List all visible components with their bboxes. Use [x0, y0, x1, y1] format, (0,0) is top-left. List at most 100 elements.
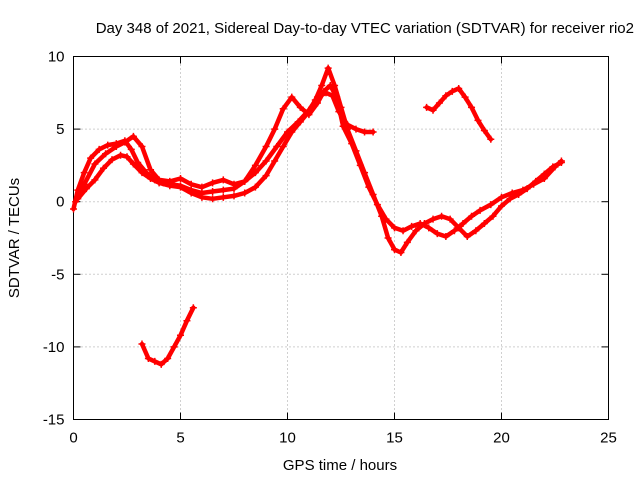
data-point	[219, 193, 227, 201]
data-point	[318, 82, 326, 90]
x-axis-label: GPS time / hours	[283, 457, 397, 474]
data-point	[284, 128, 291, 136]
data-point	[468, 103, 476, 111]
data-point	[70, 205, 77, 213]
data-point	[450, 227, 458, 235]
data-point	[487, 201, 495, 209]
data-point	[455, 224, 463, 232]
data-point	[480, 127, 488, 135]
data-point	[251, 183, 259, 191]
data-point	[429, 215, 437, 223]
data-point	[230, 180, 238, 188]
data-point	[343, 121, 351, 129]
data-point	[468, 212, 476, 220]
data-point	[461, 93, 469, 101]
data-point	[151, 357, 159, 365]
data-point	[138, 340, 146, 348]
data-point	[262, 172, 270, 180]
data-point	[361, 128, 369, 136]
data-point	[209, 179, 217, 187]
data-point	[498, 202, 505, 210]
data-point	[384, 234, 392, 242]
y-axis-label: SDTVAR / TECUs	[6, 178, 23, 298]
data-point	[144, 355, 152, 363]
data-point	[138, 143, 146, 151]
data-point	[408, 222, 416, 230]
data-point	[127, 145, 135, 153]
data-point	[241, 177, 249, 185]
data-point	[219, 176, 227, 184]
series-track-b	[75, 65, 564, 255]
data-point	[170, 343, 178, 351]
chart-title: Day 348 of 2021, Sidereal Day-to-day VTE…	[96, 20, 634, 37]
data-point	[412, 227, 420, 235]
data-point	[313, 93, 321, 101]
data-point	[177, 331, 184, 339]
data-point	[331, 82, 339, 90]
data-point	[123, 153, 131, 161]
data-point	[147, 166, 155, 174]
axis-ticks	[73, 56, 609, 420]
data-point	[117, 151, 125, 159]
data-point	[279, 143, 287, 151]
data-point	[515, 190, 523, 198]
x-tick-label: 0	[69, 430, 77, 447]
data-point	[397, 249, 405, 257]
data-point	[438, 212, 446, 220]
grid-lines	[73, 56, 609, 420]
data-point	[423, 103, 431, 111]
data-point	[328, 92, 336, 100]
data-point	[391, 246, 398, 254]
data-point	[241, 189, 249, 197]
data-point	[361, 169, 369, 177]
data-point	[403, 238, 411, 246]
y-tick-labels: -15 -10 -5 0 5 10	[43, 49, 65, 429]
data-point	[378, 212, 386, 220]
data-point	[442, 233, 450, 241]
data-point	[369, 128, 377, 136]
data-point	[95, 145, 103, 153]
x-tick-labels: 0 5 10 15 20 25	[69, 430, 617, 447]
data-point	[189, 304, 197, 312]
data-point	[472, 227, 480, 235]
data-point	[177, 174, 184, 182]
data-point	[474, 116, 482, 124]
x-tick-label: 15	[386, 430, 403, 447]
data-point	[72, 198, 80, 206]
data-point	[157, 360, 165, 368]
data-point	[99, 164, 107, 172]
data-point	[429, 106, 437, 114]
data-point	[446, 215, 454, 223]
data-point	[198, 183, 206, 191]
y-tick-label: -10	[43, 339, 65, 356]
data-point	[187, 180, 195, 188]
data-point	[433, 230, 441, 238]
data-point	[251, 161, 259, 169]
plot-frame	[73, 56, 609, 420]
data-point	[183, 317, 191, 325]
data-point	[108, 156, 116, 164]
data-point	[271, 125, 279, 133]
data-point	[420, 219, 428, 227]
data-series	[70, 64, 565, 368]
data-point	[209, 188, 217, 196]
data-point	[322, 89, 330, 97]
data-point	[294, 118, 302, 126]
data-point	[80, 169, 88, 177]
data-point	[480, 219, 488, 227]
data-point	[91, 160, 99, 168]
data-point	[164, 355, 172, 363]
data-point	[506, 195, 514, 203]
y-tick-label: -15	[43, 412, 65, 429]
data-point	[129, 132, 137, 140]
data-point	[166, 177, 174, 185]
y-tick-label: 10	[48, 49, 65, 66]
data-point	[112, 143, 120, 151]
data-point	[435, 99, 443, 107]
series-track-e	[424, 86, 494, 142]
data-point	[91, 176, 99, 184]
data-point	[80, 180, 88, 188]
data-point	[273, 143, 281, 151]
data-point	[448, 87, 456, 95]
